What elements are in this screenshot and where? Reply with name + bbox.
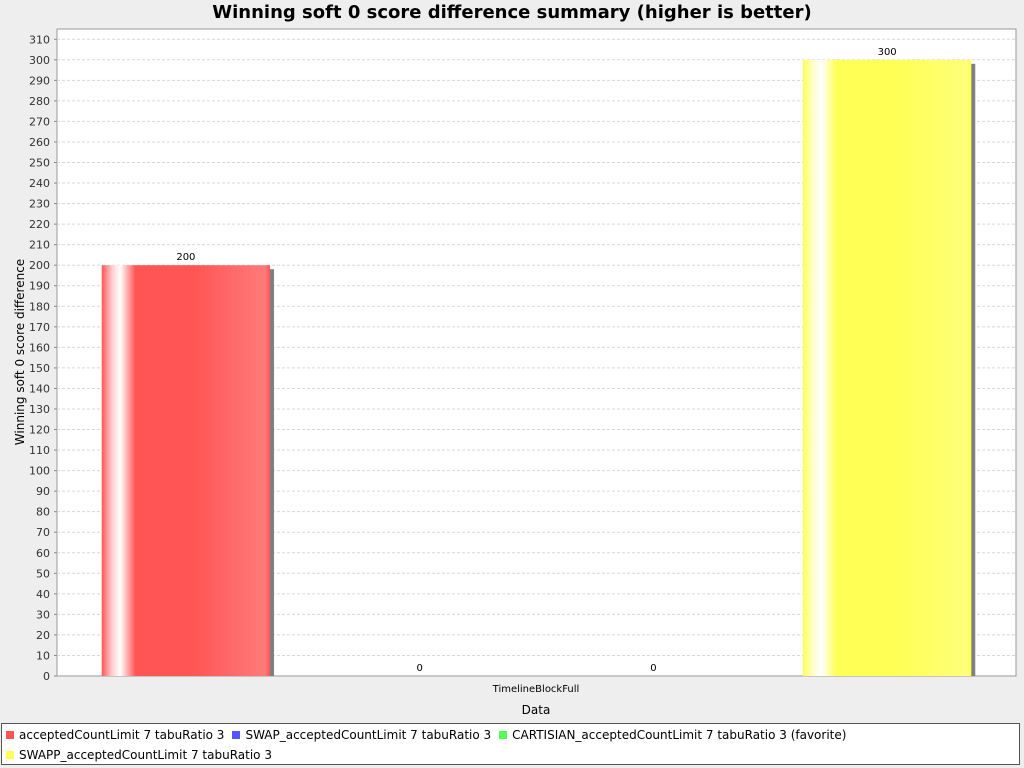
data-label: 200 bbox=[176, 252, 195, 263]
y-tick-label: 80 bbox=[36, 506, 50, 519]
legend-swatch bbox=[6, 751, 14, 759]
x-axis-title: Data bbox=[522, 703, 551, 717]
legend-label: SWAPP_acceptedCountLimit 7 tabuRatio 3 bbox=[19, 748, 272, 762]
x-tick-label: TimelineBlockFull bbox=[492, 684, 580, 695]
bar bbox=[802, 59, 972, 677]
data-label: 0 bbox=[416, 663, 422, 674]
legend-label: SWAP_acceptedCountLimit 7 tabuRatio 3 bbox=[245, 728, 492, 742]
y-tick-label: 280 bbox=[29, 95, 50, 108]
y-tick-label: 140 bbox=[29, 382, 50, 395]
legend-label: CARTISIAN_acceptedCountLimit 7 tabuRatio… bbox=[512, 728, 847, 742]
y-tick-label: 200 bbox=[29, 259, 50, 272]
data-label: 300 bbox=[878, 47, 897, 58]
y-tick-label: 220 bbox=[29, 218, 50, 231]
y-tick-label: 300 bbox=[29, 54, 50, 67]
y-tick-label: 290 bbox=[29, 74, 50, 87]
legend-item: CARTISIAN_acceptedCountLimit 7 tabuRatio… bbox=[499, 728, 846, 742]
chart-title: Winning soft 0 score difference summary … bbox=[212, 2, 812, 23]
y-tick-label: 270 bbox=[29, 115, 50, 128]
data-label: 0 bbox=[650, 663, 656, 674]
legend-item: acceptedCountLimit 7 tabuRatio 3 bbox=[6, 728, 224, 742]
y-axis-title: Winning soft 0 score difference bbox=[13, 259, 27, 445]
y-tick-label: 20 bbox=[36, 629, 50, 642]
y-axis-ticks: 0 10 20 30 40 50 60 70 80 90 100 110 120 130 140 150 160… bbox=[29, 33, 57, 683]
y-tick-label: 240 bbox=[29, 177, 50, 190]
legend-swatch bbox=[499, 731, 508, 739]
y-tick-label: 30 bbox=[36, 608, 50, 621]
y-tick-label: 230 bbox=[29, 198, 50, 211]
y-tick-label: 100 bbox=[29, 465, 50, 478]
legend-item: SWAPP_acceptedCountLimit 7 tabuRatio 3 bbox=[6, 748, 272, 762]
bar bbox=[101, 265, 271, 676]
y-tick-label: 120 bbox=[29, 424, 50, 437]
y-tick-label: 260 bbox=[29, 136, 50, 149]
y-tick-label: 180 bbox=[29, 300, 50, 313]
y-tick-label: 110 bbox=[29, 444, 50, 457]
y-tick-label: 40 bbox=[36, 588, 50, 601]
y-tick-label: 10 bbox=[36, 649, 50, 662]
y-tick-label: 190 bbox=[29, 280, 50, 293]
y-tick-label: 250 bbox=[29, 157, 50, 170]
bars bbox=[101, 59, 976, 677]
y-tick-label: 50 bbox=[36, 567, 50, 580]
legend-item: SWAP_acceptedCountLimit 7 tabuRatio 3 bbox=[232, 728, 491, 742]
value-labels: 200 0 0 300 bbox=[176, 47, 896, 674]
y-tick-label: 310 bbox=[29, 33, 50, 46]
y-tick-label: 160 bbox=[29, 341, 50, 354]
y-tick-label: 210 bbox=[29, 239, 50, 252]
legend: acceptedCountLimit 7 tabuRatio 3 SWAP_ac… bbox=[1, 723, 1020, 765]
y-tick-label: 130 bbox=[29, 403, 50, 416]
legend-label: acceptedCountLimit 7 tabuRatio 3 bbox=[19, 728, 225, 742]
y-tick-label: 0 bbox=[43, 670, 50, 683]
y-tick-label: 90 bbox=[36, 485, 50, 498]
bar-chart: 0 10 20 30 40 50 60 70 80 90 100 110 120 130 140 150 160… bbox=[13, 28, 1017, 717]
y-tick-label: 150 bbox=[29, 362, 50, 375]
y-tick-label: 60 bbox=[36, 547, 50, 560]
y-tick-label: 70 bbox=[36, 526, 50, 539]
y-tick-label: 170 bbox=[29, 321, 50, 334]
legend-swatch bbox=[6, 731, 14, 739]
legend-swatch bbox=[232, 731, 241, 739]
